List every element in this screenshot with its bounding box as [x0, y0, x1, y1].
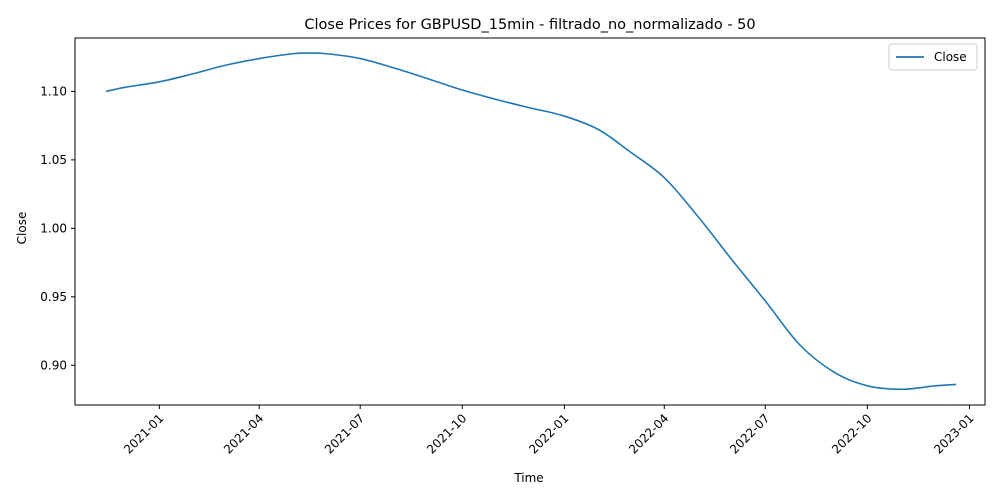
y-tick-label: 1.10 — [40, 84, 67, 98]
y-tick-label: 1.05 — [40, 153, 67, 167]
y-axis: 0.90 0.95 1.00 1.05 1.10 — [40, 84, 75, 372]
y-axis-title: Close — [15, 212, 29, 245]
chart-title: Close Prices for GBPUSD_15min - filtrado… — [304, 17, 755, 33]
series-layer — [105, 52, 957, 391]
legend-label-close: Close — [934, 50, 967, 64]
y-tick-label: 0.95 — [40, 290, 67, 304]
plot-frame — [74, 37, 986, 406]
legend: Close — [888, 43, 978, 71]
y-tick-label: 1.00 — [40, 221, 67, 235]
x-axis-title: Time — [513, 471, 543, 485]
series-line-close — [105, 52, 957, 391]
y-tick-label: 0.90 — [40, 358, 67, 372]
legend-box — [888, 43, 978, 71]
